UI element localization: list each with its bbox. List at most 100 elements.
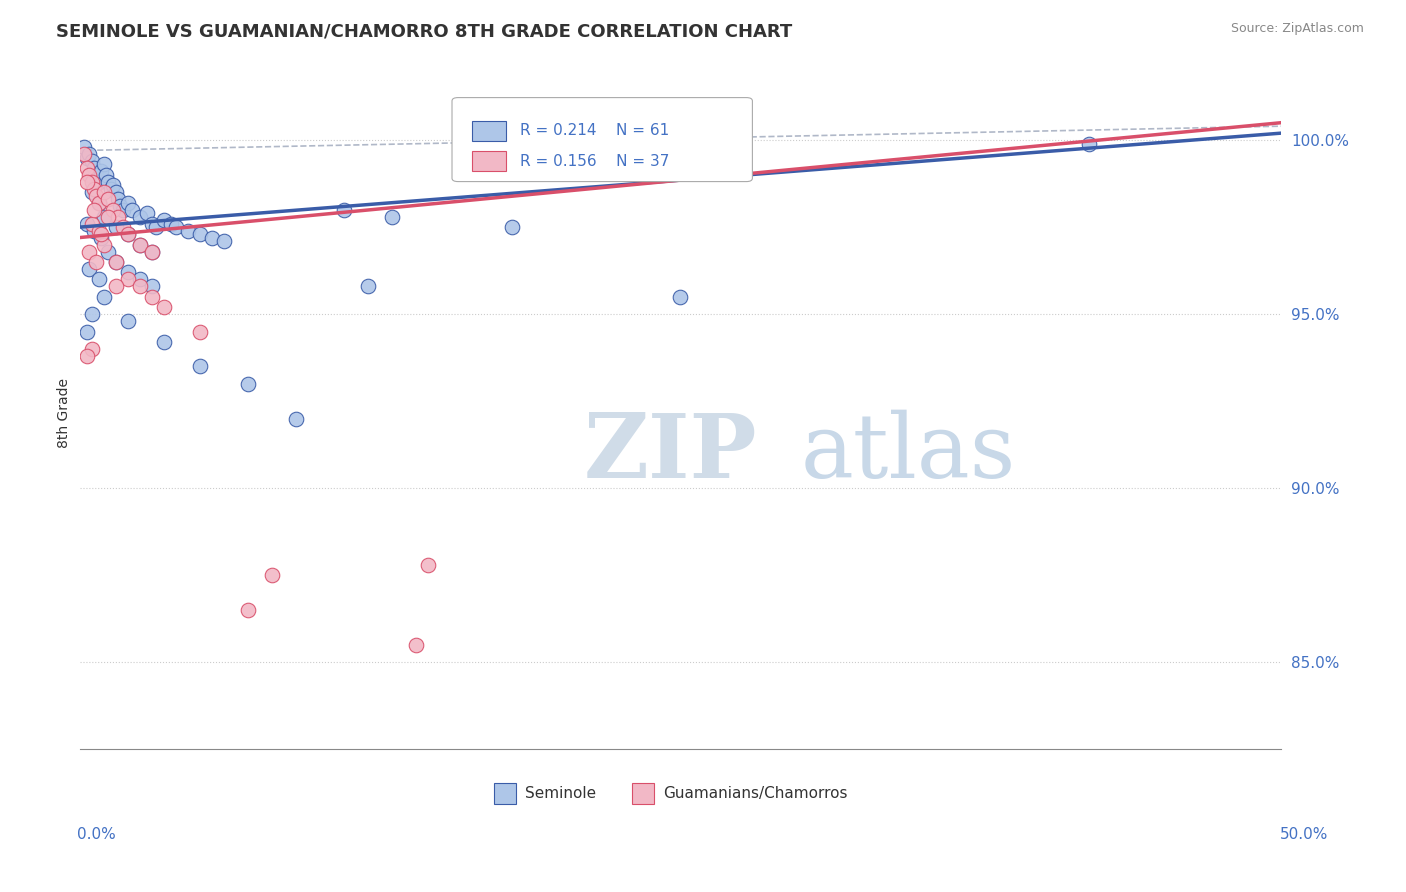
Point — [141, 217, 163, 231]
Point — [141, 244, 163, 259]
Point — [128, 237, 150, 252]
Point — [141, 290, 163, 304]
Point — [83, 161, 105, 175]
Bar — [494, 783, 516, 805]
Point — [236, 603, 259, 617]
Text: 0.0%: 0.0% — [77, 827, 117, 842]
Point — [83, 202, 105, 217]
Point — [104, 255, 127, 269]
Point — [73, 147, 96, 161]
Bar — [472, 152, 506, 171]
Point — [121, 202, 143, 217]
Point — [333, 202, 356, 217]
Point — [141, 279, 163, 293]
Point — [117, 227, 139, 241]
Point — [107, 210, 129, 224]
Point — [77, 168, 100, 182]
Point — [141, 244, 163, 259]
Point — [76, 349, 98, 363]
Point — [97, 244, 120, 259]
Point — [80, 217, 103, 231]
Point — [135, 206, 157, 220]
Point — [104, 220, 127, 235]
Point — [416, 558, 439, 572]
Point — [80, 175, 103, 189]
Point — [104, 279, 127, 293]
Point — [107, 192, 129, 206]
Point — [669, 290, 692, 304]
Point — [152, 334, 174, 349]
Point — [90, 227, 112, 241]
Point — [381, 210, 404, 224]
Point — [87, 224, 110, 238]
Point — [73, 140, 96, 154]
Point — [86, 189, 108, 203]
Bar — [633, 783, 654, 805]
Point — [97, 210, 120, 224]
Point — [128, 272, 150, 286]
Point — [152, 213, 174, 227]
Point — [90, 164, 112, 178]
Point — [188, 227, 211, 241]
Point — [117, 227, 139, 241]
Point — [1077, 136, 1099, 151]
Point — [76, 161, 98, 175]
Point — [87, 195, 110, 210]
Point — [80, 342, 103, 356]
Point — [93, 186, 115, 200]
Point — [357, 279, 380, 293]
Point — [76, 217, 98, 231]
Point — [501, 220, 523, 235]
Point — [86, 255, 108, 269]
Point — [212, 234, 235, 248]
Point — [87, 272, 110, 286]
Point — [93, 237, 115, 252]
Point — [117, 195, 139, 210]
Point — [176, 224, 198, 238]
Point — [93, 157, 115, 171]
Point — [104, 255, 127, 269]
Point — [201, 230, 224, 244]
Point — [86, 168, 108, 182]
Point — [260, 568, 283, 582]
Point — [93, 290, 115, 304]
Point — [165, 220, 187, 235]
Point — [188, 359, 211, 374]
Point — [87, 175, 110, 189]
Point — [128, 237, 150, 252]
Point — [101, 202, 124, 217]
Point — [76, 175, 98, 189]
Point — [117, 272, 139, 286]
Point — [77, 261, 100, 276]
Point — [83, 182, 105, 196]
Text: ZIP: ZIP — [583, 410, 758, 497]
Point — [405, 638, 427, 652]
Point — [110, 199, 132, 213]
Point — [97, 192, 120, 206]
Point — [188, 325, 211, 339]
Point — [236, 376, 259, 391]
Point — [94, 168, 117, 182]
Point — [97, 175, 120, 189]
Point — [111, 202, 134, 217]
Text: SEMINOLE VS GUAMANIAN/CHAMORRO 8TH GRADE CORRELATION CHART: SEMINOLE VS GUAMANIAN/CHAMORRO 8TH GRADE… — [56, 22, 793, 40]
Point — [83, 224, 105, 238]
Point — [77, 244, 100, 259]
Point — [80, 307, 103, 321]
Point — [76, 325, 98, 339]
Point — [160, 217, 183, 231]
Point — [101, 178, 124, 193]
Point — [80, 153, 103, 168]
Point — [80, 186, 103, 200]
Point — [145, 220, 167, 235]
Point — [77, 147, 100, 161]
Point — [100, 182, 122, 196]
Point — [152, 300, 174, 314]
Point — [93, 210, 115, 224]
Point — [128, 279, 150, 293]
Text: Seminole: Seminole — [526, 786, 596, 801]
Text: R = 0.214    N = 61: R = 0.214 N = 61 — [520, 123, 669, 138]
Point — [87, 195, 110, 210]
Bar — [472, 121, 506, 141]
FancyBboxPatch shape — [451, 97, 752, 182]
